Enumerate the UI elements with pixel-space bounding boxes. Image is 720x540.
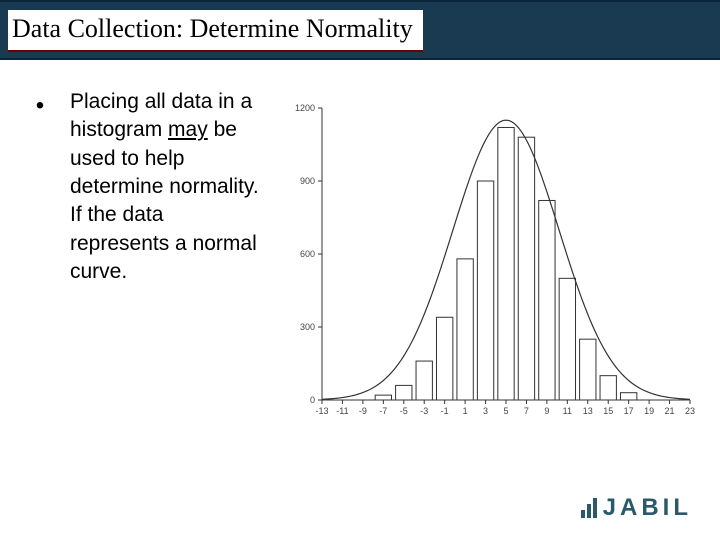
header-bar: Data Collection: Determine Normality [0, 0, 720, 60]
svg-text:17: 17 [624, 406, 634, 416]
jabil-logo: JABIL [581, 494, 692, 522]
histogram-chart: 03006009001200-13-11-9-7-5-3-11357911131… [280, 98, 700, 428]
svg-text:21: 21 [665, 406, 675, 416]
bullet-marker: • [20, 88, 60, 433]
body-text-underlined: may [168, 118, 208, 141]
svg-text:5: 5 [503, 406, 508, 416]
svg-text:9: 9 [544, 406, 549, 416]
svg-text:-13: -13 [315, 406, 328, 416]
svg-text:-9: -9 [359, 406, 367, 416]
body-text: Placing all data in a histogram may be u… [70, 88, 260, 433]
svg-text:1: 1 [463, 406, 468, 416]
svg-text:300: 300 [300, 322, 315, 332]
svg-text:600: 600 [300, 249, 315, 259]
svg-text:7: 7 [524, 406, 529, 416]
chart-container: 03006009001200-13-11-9-7-5-3-11357911131… [270, 88, 700, 433]
svg-text:3: 3 [483, 406, 488, 416]
body-text-part-b: be used to help determine normality. If … [70, 118, 259, 283]
svg-text:-3: -3 [420, 406, 428, 416]
content-area: • Placing all data in a histogram may be… [0, 60, 720, 443]
svg-text:11: 11 [563, 406, 572, 416]
svg-text:900: 900 [300, 176, 315, 186]
svg-text:1200: 1200 [295, 103, 315, 113]
svg-text:15: 15 [603, 406, 613, 416]
svg-text:13: 13 [583, 406, 593, 416]
slide-title: Data Collection: Determine Normality [8, 10, 423, 52]
svg-text:-7: -7 [379, 406, 387, 416]
svg-text:0: 0 [310, 395, 315, 405]
svg-text:23: 23 [685, 406, 695, 416]
logo-text: JABIL [603, 494, 692, 522]
svg-text:19: 19 [644, 406, 654, 416]
logo-bars-icon [581, 498, 597, 518]
svg-text:-1: -1 [441, 406, 449, 416]
svg-text:-5: -5 [400, 406, 408, 416]
svg-text:-11: -11 [336, 406, 348, 416]
